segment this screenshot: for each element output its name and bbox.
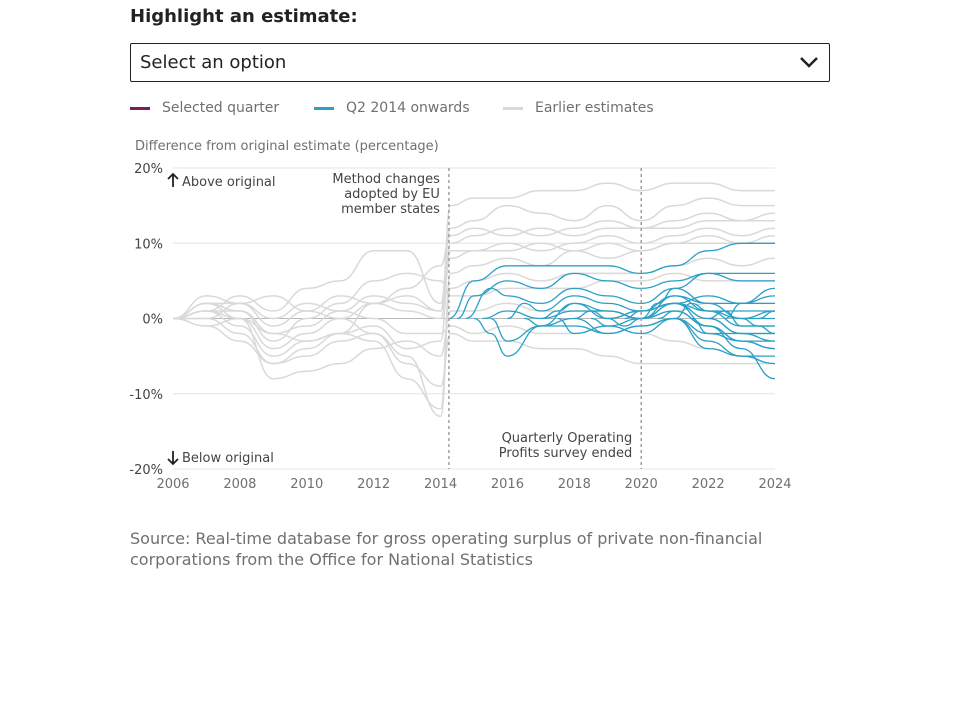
survey-ended-annotation: Quarterly Operating (502, 431, 633, 446)
chevron-down-icon (800, 57, 818, 68)
earlier-estimate-line (172, 242, 775, 342)
x-tick-label: 2010 (290, 477, 323, 492)
select-heading: Highlight an estimate: (130, 6, 358, 27)
earlier-estimate-line (172, 219, 775, 320)
y-tick-label: -10% (130, 388, 163, 403)
q2-2014-onwards-line (465, 272, 775, 320)
y-tick-label: 20% (134, 162, 163, 177)
q2-2014-onwards-line (758, 310, 776, 320)
y-tick-label: 10% (134, 237, 163, 252)
q2-2014-onwards-line (624, 302, 775, 335)
x-tick-label: 2018 (558, 477, 591, 492)
source-note: Source: Real-time database for gross ope… (130, 529, 763, 569)
x-tick-label: 2012 (357, 477, 390, 492)
method-change-annotation: member states (341, 202, 440, 217)
q2-2014-onwards-line (457, 272, 775, 320)
legend-swatch-q2 (314, 107, 334, 110)
legend-label-selected: Selected quarter (162, 100, 280, 116)
x-tick-label: 2020 (625, 477, 658, 492)
q2-2014-onwards-line (657, 310, 776, 350)
legend-swatch-selected (130, 107, 150, 110)
x-tick-label: 2014 (424, 477, 457, 492)
q2-2014-onwards-line (724, 287, 776, 320)
earlier-estimate-line (173, 317, 775, 387)
x-tick-label: 2022 (692, 477, 725, 492)
arrow-up-icon (167, 172, 179, 187)
select-value: Select an option (140, 52, 287, 73)
below-original-label: Below original (182, 451, 274, 466)
q2-2014-onwards-line (741, 317, 776, 335)
arrow-down-icon (167, 451, 179, 466)
y-tick-label: 0% (142, 313, 163, 328)
q2-2014-onwards-line (574, 302, 776, 342)
earlier-estimate-line (172, 227, 776, 350)
q2-2014-onwards-line (507, 295, 775, 320)
x-tick-label: 2016 (491, 477, 524, 492)
method-change-annotation: Method changes (332, 172, 440, 187)
q2-2014-onwards-line (691, 317, 775, 342)
earlier-estimate-line (172, 197, 775, 320)
x-tick-label: 2008 (223, 477, 256, 492)
x-tick-label: 2024 (758, 477, 791, 492)
above-original-label: Above original (182, 175, 276, 190)
legend-label-q2: Q2 2014 onwards (346, 100, 470, 116)
y-axis-label: Difference from original estimate (perce… (135, 139, 439, 154)
legend-swatch-earlier (503, 107, 523, 110)
q2-2014-onwards-line (557, 317, 776, 365)
revision-line-chart: Difference from original estimate (perce… (130, 139, 792, 492)
method-change-annotation: adopted by EU (344, 187, 440, 202)
earlier-estimate-line (172, 302, 776, 365)
survey-ended-annotation: Profits survey ended (499, 446, 632, 461)
earlier-estimate-line (172, 182, 775, 335)
estimate-select[interactable]: Select an option (130, 43, 830, 82)
chart-legend: Selected quarter Q2 2014 onwards Earlier… (130, 100, 830, 118)
q2-2014-onwards-line (674, 302, 775, 320)
y-tick-label: -20% (130, 463, 163, 478)
q2-2014-onwards-line (448, 242, 775, 320)
legend-label-earlier: Earlier estimates (535, 100, 654, 116)
x-tick-label: 2006 (156, 477, 189, 492)
